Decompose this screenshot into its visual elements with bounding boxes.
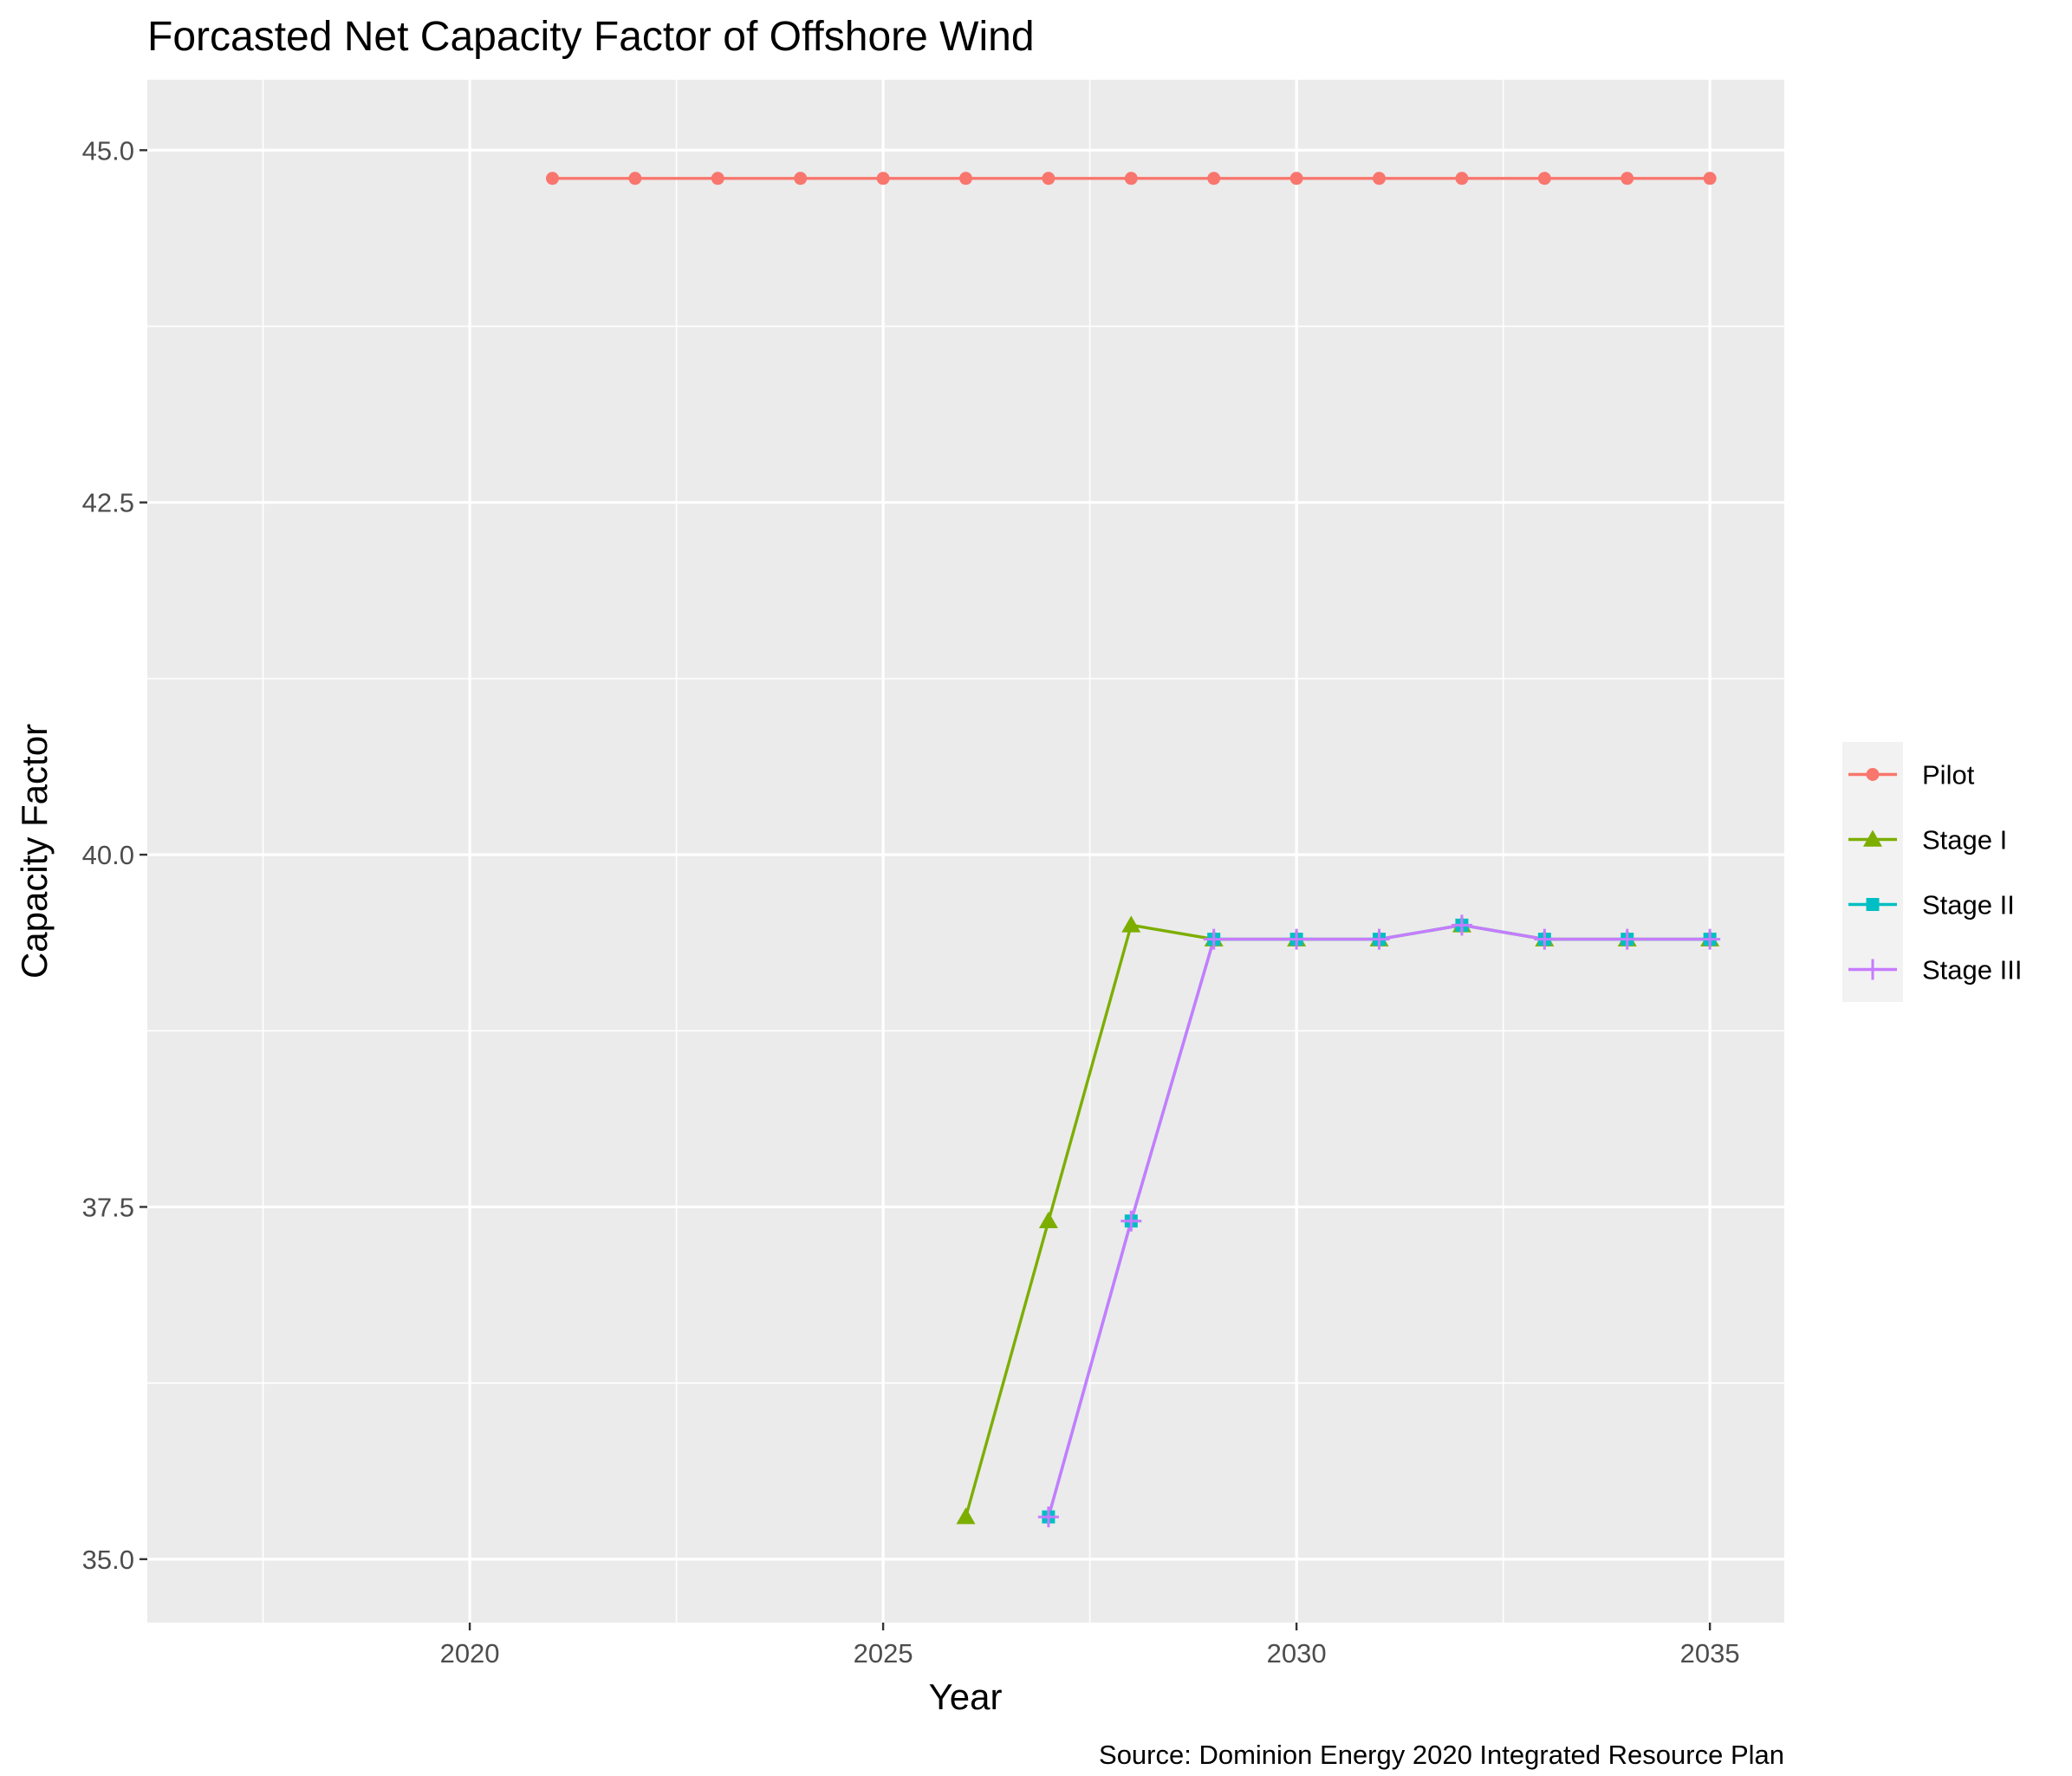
chart-title: Forcasted Net Capacity Factor of Offshor… <box>147 14 1035 60</box>
legend-marker-stage-ii <box>1866 898 1880 911</box>
grid-minor <box>147 80 1784 1623</box>
x-tick-label: 2030 <box>1267 1638 1327 1669</box>
legend-marker-stage-i <box>1863 829 1882 847</box>
point-stage-iii <box>1451 914 1472 936</box>
point-pilot <box>1455 172 1469 185</box>
series-points <box>545 172 1721 1528</box>
legend-label-stage-ii: Stage II <box>1922 890 2015 921</box>
legend-label-pilot: Pilot <box>1922 760 1975 790</box>
point-stage-iii <box>1368 928 1390 950</box>
x-axis: 2020 2025 2030 2035 <box>440 1623 1740 1669</box>
point-pilot <box>1373 172 1387 185</box>
y-tick-label: 42.5 <box>82 488 134 518</box>
point-pilot <box>628 172 642 185</box>
y-tick-label: 35.0 <box>82 1545 134 1575</box>
point-pilot <box>1207 172 1221 185</box>
point-pilot <box>1289 172 1303 185</box>
point-pilot <box>711 172 724 185</box>
point-pilot <box>1124 172 1138 185</box>
point-pilot <box>876 172 890 185</box>
legend: Pilot Stage I Stage II Stage III <box>1842 742 2022 1002</box>
x-tick-label: 2020 <box>440 1638 500 1669</box>
y-tick-label: 40.0 <box>82 840 134 870</box>
grid-major <box>147 80 1784 1623</box>
point-pilot <box>1042 172 1055 185</box>
x-tick-label: 2035 <box>1680 1638 1740 1669</box>
y-axis: 35.0 37.5 40.0 42.5 45.0 <box>82 135 147 1575</box>
point-pilot <box>1703 172 1717 185</box>
point-stage-iii <box>1699 928 1721 950</box>
x-axis-label: Year <box>929 1676 1003 1717</box>
point-stage-iii <box>1616 928 1638 950</box>
point-stage-iii <box>1203 928 1224 950</box>
point-stage-i <box>1121 915 1141 933</box>
x-tick-label: 2025 <box>854 1638 913 1669</box>
legend-label-stage-iii: Stage III <box>1922 955 2022 986</box>
legend-marker-pilot <box>1866 768 1880 781</box>
point-pilot <box>545 172 559 185</box>
point-stage-iii <box>1534 928 1556 950</box>
point-pilot <box>1537 172 1551 185</box>
source-caption: Source: Dominion Energy 2020 Integrated … <box>1099 1740 1784 1770</box>
legend-label-stage-i: Stage I <box>1922 825 2007 855</box>
legend-key-background <box>1842 742 1903 1002</box>
point-stage-i <box>1038 1211 1058 1228</box>
point-stage-iii <box>1286 928 1308 950</box>
plot-panel <box>147 80 1784 1623</box>
y-tick-label: 45.0 <box>82 135 134 166</box>
point-pilot <box>959 172 972 185</box>
point-stage-i <box>956 1507 976 1525</box>
point-pilot <box>1621 172 1634 185</box>
y-tick-label: 37.5 <box>82 1192 134 1222</box>
point-stage-iii <box>1120 1210 1142 1232</box>
point-pilot <box>794 172 808 185</box>
y-axis-label: Capacity Factor <box>14 724 55 979</box>
point-stage-iii <box>1037 1506 1059 1528</box>
legend-marker-stage-iii <box>1862 959 1883 980</box>
